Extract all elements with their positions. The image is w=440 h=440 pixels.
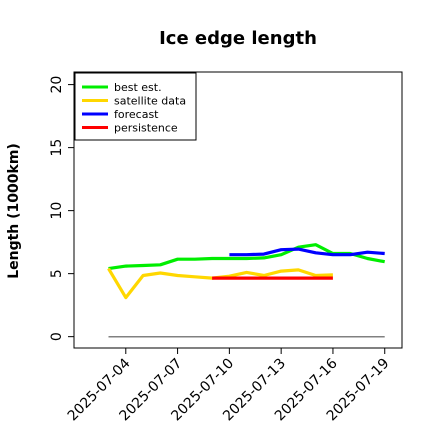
y-axis-ticks: 0 5 10 15 20: [49, 76, 74, 341]
legend: best est.satellite dataforecastpersisten…: [74, 72, 197, 141]
series-line-satellite-data: [107, 267, 333, 300]
y-tick-label: 15: [49, 139, 65, 157]
plot-frame: [73, 71, 403, 349]
y-tick-label: 5: [49, 269, 65, 278]
legend-label: persistence: [114, 122, 178, 135]
series-layer: [107, 243, 385, 338]
y-tick-label: 0: [49, 332, 65, 341]
y-tick-label: 10: [49, 202, 65, 220]
y-tick-label: 20: [49, 76, 65, 94]
series-line-best-est: [108, 243, 385, 271]
chart-title: Ice edge length: [159, 28, 317, 49]
x-axis-ticks: 2025-07-042025-07-072025-07-102025-07-13…: [65, 348, 393, 424]
y-axis-label: Length (1000km): [6, 143, 22, 279]
series-line-forecast: [229, 247, 385, 257]
legend-label: forecast: [114, 108, 159, 121]
legend-label: satellite data: [114, 95, 186, 108]
legend-label: best est.: [114, 81, 162, 94]
